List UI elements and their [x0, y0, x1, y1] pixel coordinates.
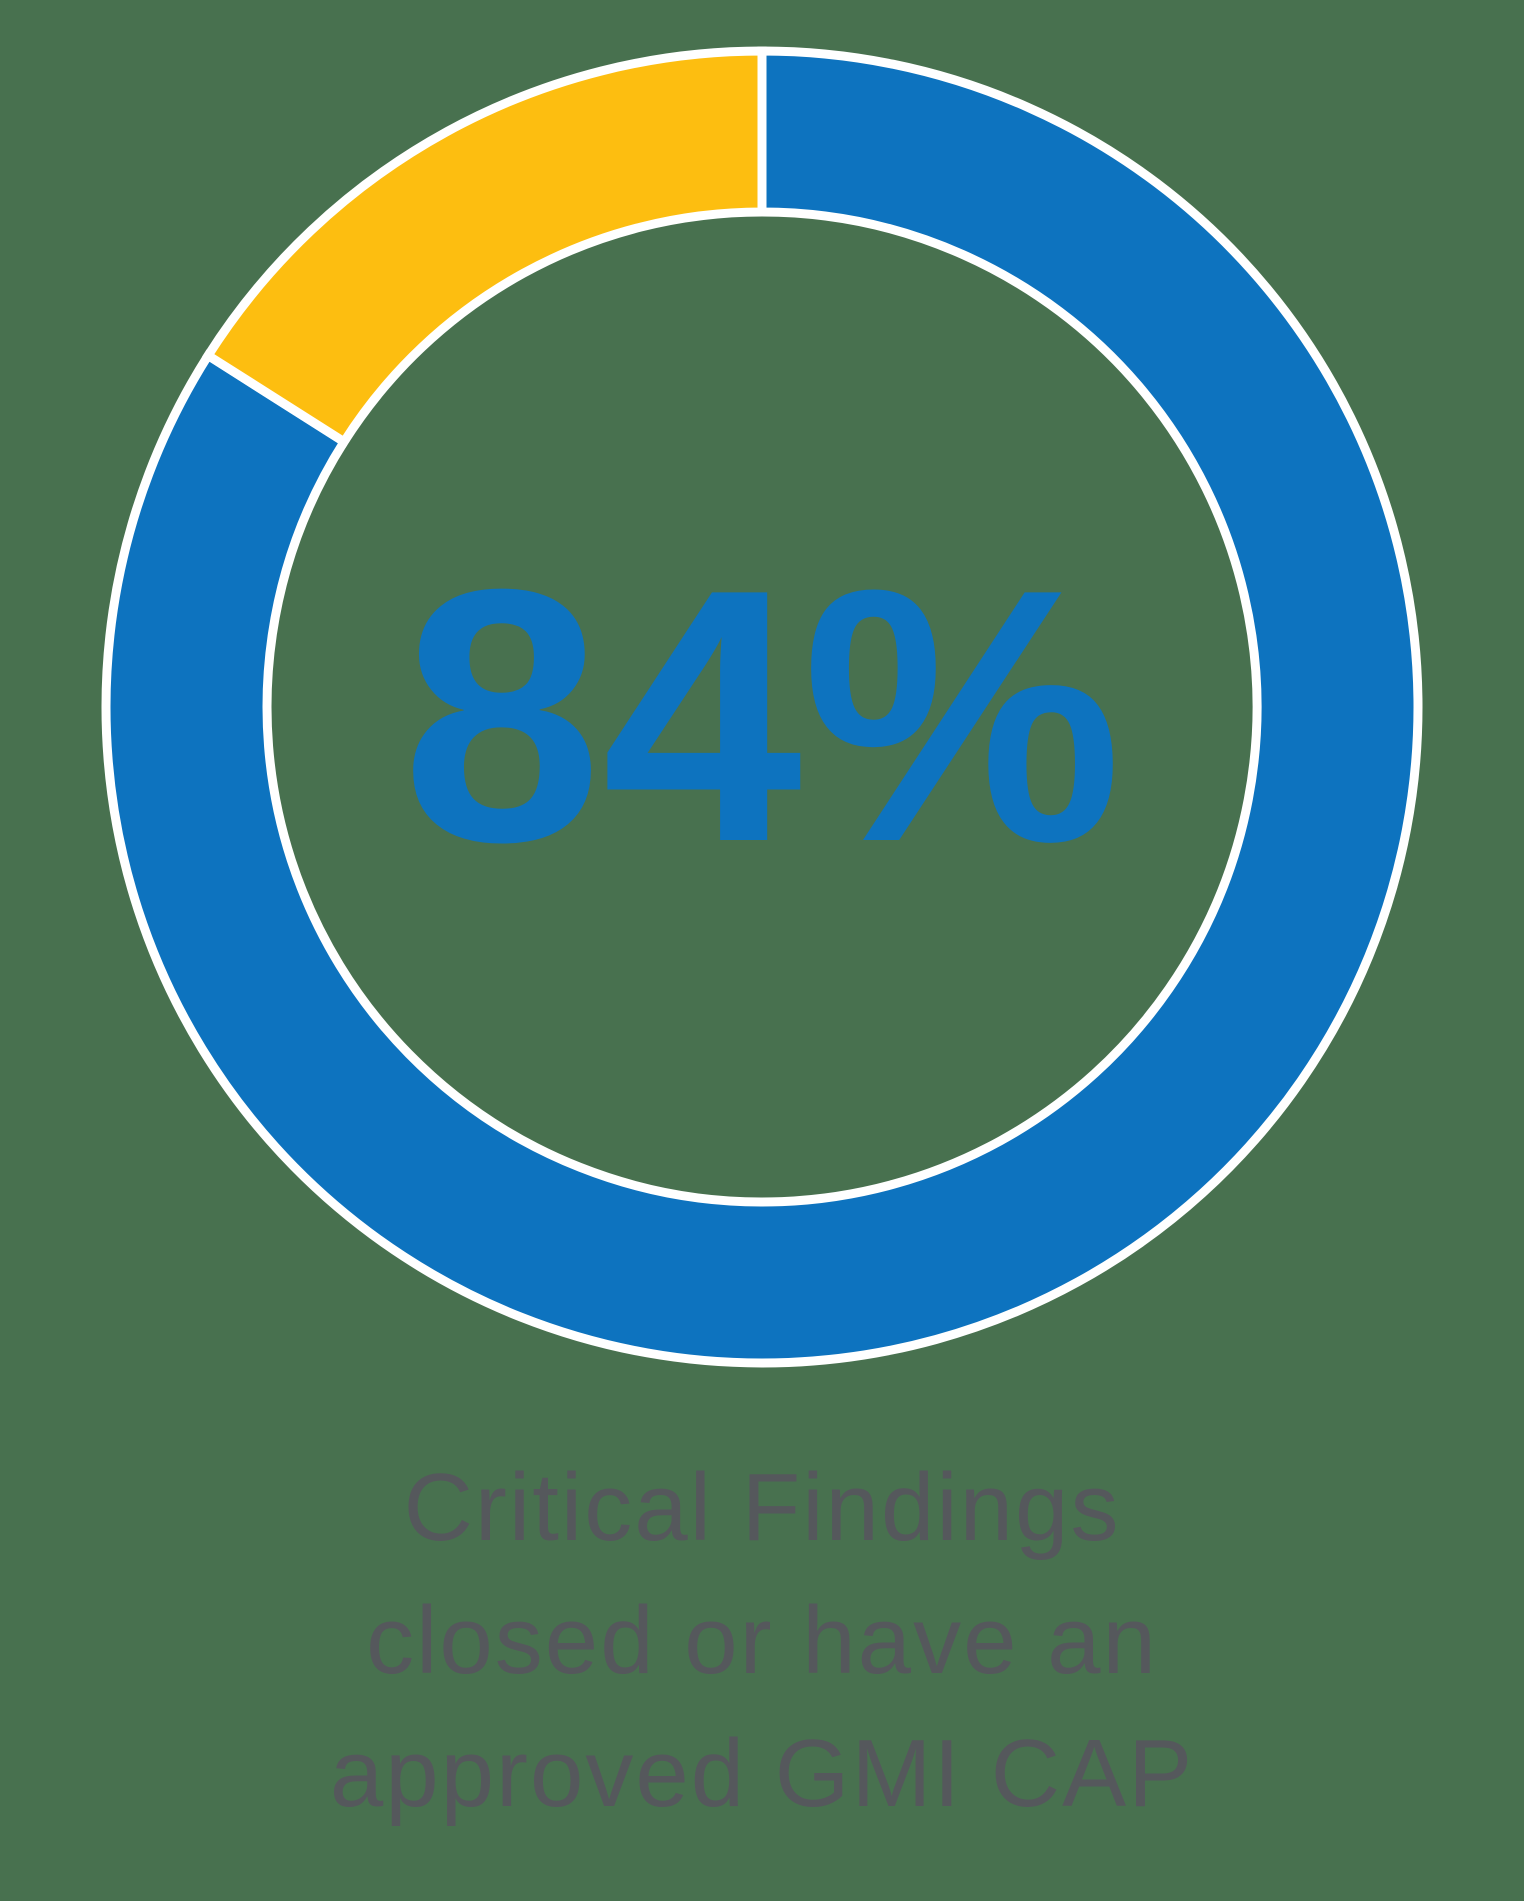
caption-line: closed or have an [366, 1587, 1158, 1694]
donut-slices [101, 46, 1423, 1368]
donut-slice-1 [201, 46, 767, 448]
chart-caption: Critical Findings closed or have an appr… [0, 1441, 1524, 1840]
donut-slice-0 [101, 46, 1423, 1368]
caption-line: Critical Findings [403, 1454, 1121, 1561]
caption-line: approved GMI CAP [329, 1720, 1195, 1827]
donut-center-value: 84% [402, 515, 1123, 917]
